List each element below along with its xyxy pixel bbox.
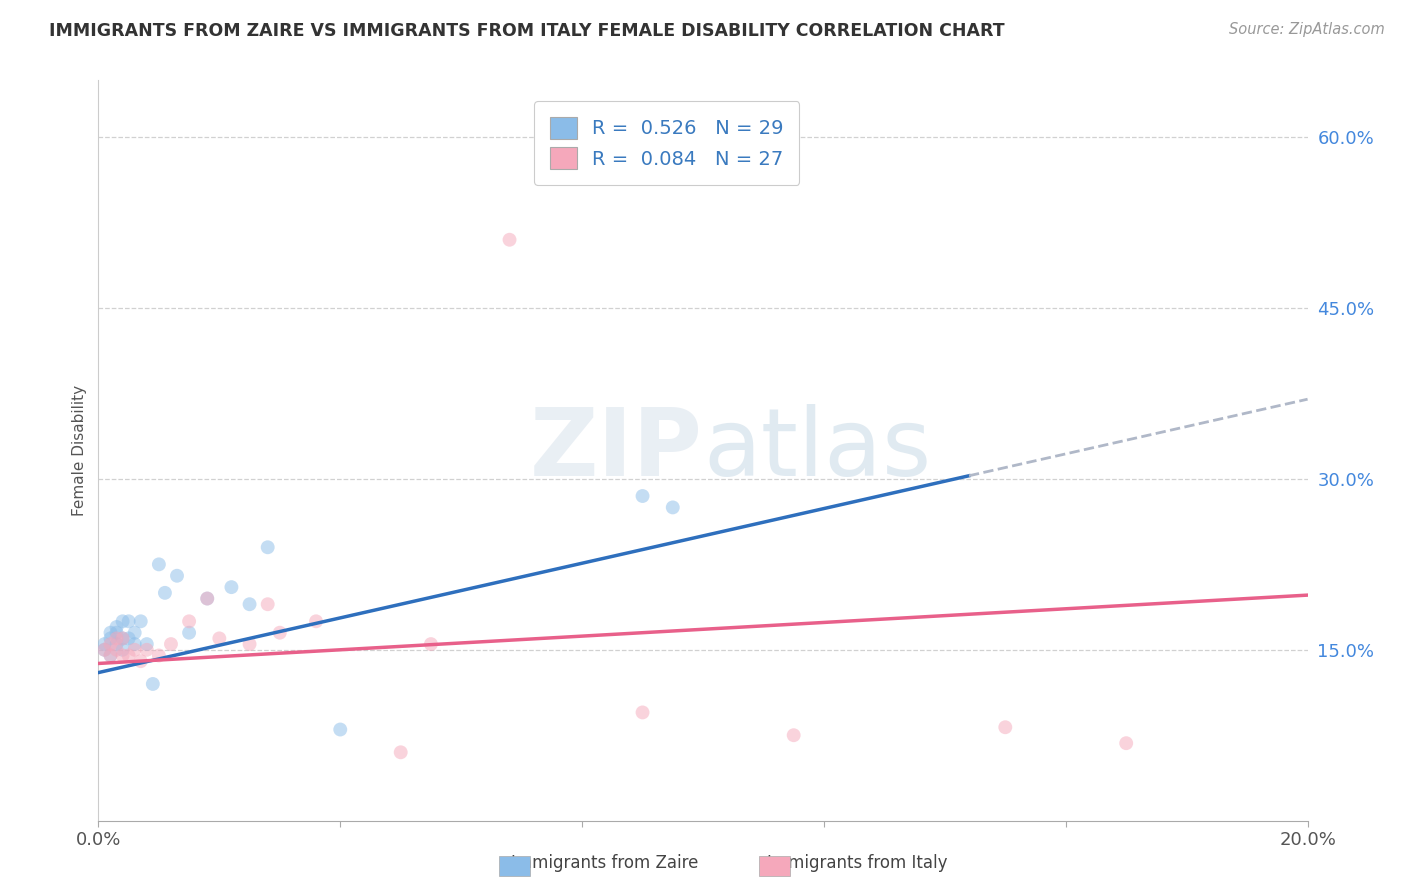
Point: [118, 648, 141, 663]
Point: [498, 233, 520, 247]
Point: [124, 642, 146, 657]
Point: [994, 720, 1017, 734]
Point: [100, 625, 122, 640]
Point: [256, 541, 278, 555]
Point: [305, 615, 328, 629]
Point: [118, 615, 141, 629]
Point: [111, 648, 134, 663]
Point: [124, 637, 146, 651]
Point: [129, 615, 152, 629]
Text: Source: ZipAtlas.com: Source: ZipAtlas.com: [1229, 22, 1385, 37]
Point: [111, 615, 134, 629]
Point: [1115, 736, 1137, 750]
Point: [661, 500, 683, 515]
Point: [329, 723, 352, 737]
Point: [256, 597, 278, 611]
Text: ZIP: ZIP: [530, 404, 703, 497]
Point: [100, 648, 122, 663]
Point: [135, 637, 157, 651]
Point: [124, 625, 146, 640]
Point: [100, 637, 122, 651]
Point: [179, 625, 201, 640]
Point: [111, 642, 134, 657]
Point: [420, 637, 443, 651]
Point: [93, 642, 115, 657]
Point: [160, 637, 183, 651]
Point: [135, 642, 157, 657]
Point: [105, 642, 128, 657]
Point: [111, 632, 134, 646]
Point: [105, 620, 128, 634]
Point: [105, 632, 128, 646]
Point: [111, 632, 134, 646]
Y-axis label: Female Disability: Female Disability: [72, 384, 87, 516]
Point: [129, 654, 152, 668]
Point: [142, 677, 165, 691]
Point: [631, 706, 654, 720]
Point: [631, 489, 654, 503]
Point: [105, 637, 128, 651]
Point: [166, 568, 188, 582]
Point: [783, 728, 806, 742]
Point: [118, 632, 141, 646]
Text: atlas: atlas: [703, 404, 931, 497]
Point: [100, 648, 122, 663]
Point: [239, 597, 262, 611]
Legend: R =  0.526   N = 29, R =  0.084   N = 27: R = 0.526 N = 29, R = 0.084 N = 27: [534, 101, 800, 185]
Point: [389, 745, 412, 759]
Point: [148, 648, 170, 663]
Point: [93, 637, 115, 651]
Point: [239, 637, 262, 651]
Point: [269, 625, 291, 640]
Point: [179, 615, 201, 629]
Text: Immigrants from Zaire: Immigrants from Zaire: [510, 855, 699, 872]
Point: [208, 632, 231, 646]
Point: [148, 558, 170, 572]
Text: IMMIGRANTS FROM ZAIRE VS IMMIGRANTS FROM ITALY FEMALE DISABILITY CORRELATION CHA: IMMIGRANTS FROM ZAIRE VS IMMIGRANTS FROM…: [49, 22, 1005, 40]
Point: [93, 642, 115, 657]
Text: Immigrants from Italy: Immigrants from Italy: [768, 855, 948, 872]
Point: [195, 591, 218, 606]
Point: [195, 591, 218, 606]
Point: [100, 632, 122, 646]
Point: [105, 625, 128, 640]
Point: [153, 586, 176, 600]
Point: [221, 580, 243, 594]
